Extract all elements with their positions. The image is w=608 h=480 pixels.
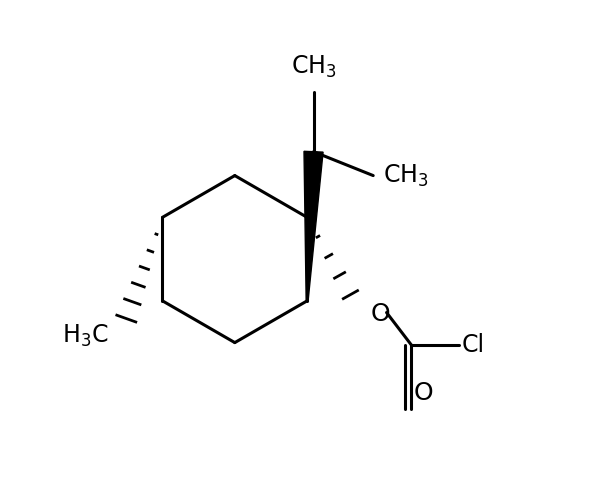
Text: O: O (414, 381, 434, 405)
Text: CH$_3$: CH$_3$ (383, 162, 429, 189)
Text: O: O (371, 302, 390, 326)
Polygon shape (304, 151, 323, 301)
Text: Cl: Cl (461, 333, 485, 357)
Text: H$_3$C: H$_3$C (62, 323, 108, 348)
Text: CH$_3$: CH$_3$ (291, 54, 336, 80)
